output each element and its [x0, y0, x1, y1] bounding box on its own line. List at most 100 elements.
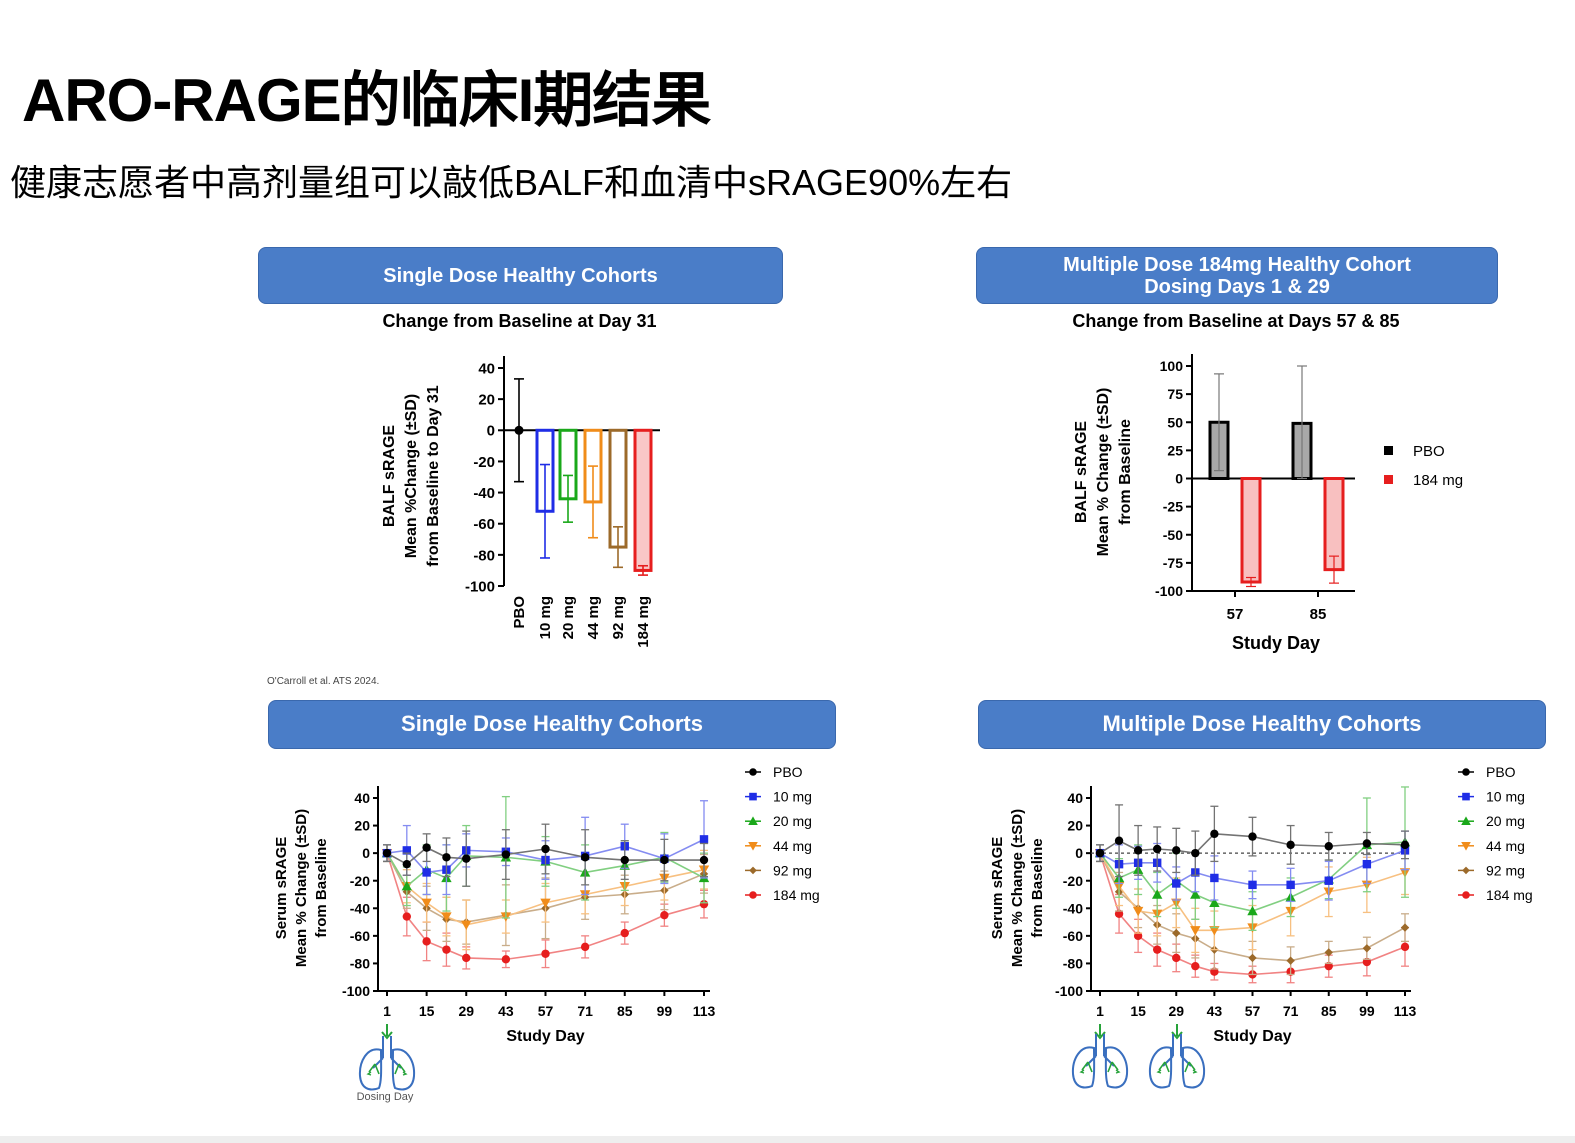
- x-tick-label: 1: [1096, 1003, 1104, 1019]
- data-point: [540, 898, 551, 908]
- data-point: [1152, 844, 1162, 854]
- series-line: [1099, 852, 1406, 962]
- y-axis-label: from Baseline to Day 31: [425, 385, 442, 567]
- data-point: [1362, 859, 1372, 869]
- chart-serum-single-dose: 40 20 0 -20 -40 -60 -80 -100 1 15 29 43 57 71 85 99 113 S…: [273, 764, 820, 1045]
- data-point: [1210, 829, 1219, 839]
- data-point: [1133, 931, 1143, 941]
- data-point: [1324, 961, 1333, 971]
- legend-label: 44 mg: [1486, 838, 1525, 854]
- data-point: [1248, 953, 1257, 963]
- data-point: [402, 912, 412, 921]
- lung-icon: [358, 1035, 416, 1091]
- chart-balf-multiple-dose: 100 75 50 25 0 -25 -50 -75 -100 BALF sRAGE Mean % …: [1073, 354, 1463, 653]
- x-tick-label: 99: [1359, 1003, 1375, 1019]
- data-point: [1172, 879, 1181, 888]
- data-point: [462, 854, 471, 863]
- x-axis-label: Study Day: [1232, 633, 1320, 653]
- data-point: [441, 912, 452, 922]
- y-tick-label: 20: [478, 392, 495, 409]
- y-tick-label: 0: [1175, 471, 1183, 487]
- x-axis-label: Study Day: [506, 1028, 584, 1045]
- data-point: [1210, 873, 1219, 883]
- y-tick-label: -100: [1155, 583, 1183, 599]
- legend-label: 10 mg: [1486, 789, 1525, 805]
- data-point: [1191, 848, 1200, 858]
- data-point: [1172, 846, 1181, 855]
- x-tick-label: 113: [1394, 1003, 1417, 1019]
- y-axis-label: Serum sRAGE: [273, 837, 290, 940]
- legend-label: PBO: [773, 764, 803, 780]
- legend-label: 184 mg: [1486, 887, 1533, 903]
- legend-label: 10 mg: [773, 789, 812, 805]
- data-point: [749, 866, 757, 875]
- x-axis-label: Study Day: [1213, 1028, 1291, 1045]
- y-axis-label: from Baseline: [313, 838, 330, 937]
- legend-label: 20 mg: [773, 813, 812, 829]
- data-point: [422, 937, 431, 946]
- data-point: [1362, 944, 1372, 953]
- x-tick-label: 92 mg: [610, 596, 627, 639]
- lung-icon: [1071, 1033, 1129, 1089]
- panel-subtitle-day57-85: Change from Baseline at Days 57 & 85: [1072, 311, 1400, 331]
- y-tick-label: 20: [1067, 818, 1083, 834]
- x-tick-label: 57: [1245, 1003, 1261, 1019]
- y-tick-label: 75: [1167, 386, 1183, 402]
- y-tick-label: -40: [350, 900, 370, 916]
- data-point: [1152, 945, 1162, 954]
- data-point: [1462, 891, 1470, 899]
- x-tick-label: 15: [419, 1003, 435, 1019]
- x-tick-label: 44 mg: [585, 596, 602, 639]
- x-tick-label: 29: [1168, 1003, 1184, 1019]
- data-point: [1114, 909, 1124, 918]
- citation: O'Carroll et al. ATS 2024.: [267, 676, 380, 687]
- banner-single-dose-balf: Single Dose Healthy Cohorts: [258, 247, 783, 304]
- data-point: [382, 848, 392, 858]
- x-tick-label: 71: [577, 1003, 593, 1019]
- dosing-day-arrow-icon: [381, 1024, 393, 1040]
- data-point: [1324, 876, 1333, 885]
- y-tick-label: -100: [342, 983, 370, 999]
- banner-line: Single Dose Healthy Cohorts: [383, 264, 658, 287]
- legend-label: 184 mg: [773, 887, 820, 903]
- y-tick-label: 0: [487, 423, 495, 440]
- data-point: [421, 898, 432, 908]
- data-point: [620, 855, 629, 865]
- x-tick-label: 113: [693, 1003, 716, 1019]
- banner-line-2: Dosing Days 1 & 29: [1144, 275, 1330, 298]
- legend-label: 92 mg: [1486, 862, 1525, 878]
- x-tick-label: 1: [383, 1003, 391, 1019]
- y-tick-label: 25: [1167, 442, 1183, 458]
- legend-label: 92 mg: [773, 862, 812, 878]
- data-point: [514, 425, 524, 435]
- data-point: [461, 920, 472, 931]
- y-tick-label: -20: [473, 454, 495, 471]
- y-axis-label: from Baseline: [1117, 419, 1134, 525]
- data-point: [1400, 840, 1410, 850]
- banner-multiple-dose-balf: Multiple Dose 184mg Healthy Cohort Dosin…: [976, 247, 1498, 304]
- legend-label: 44 mg: [773, 838, 812, 854]
- data-point: [749, 891, 757, 899]
- x-tick-label: 85: [1310, 606, 1327, 623]
- data-point: [1151, 889, 1163, 899]
- data-point: [1209, 897, 1220, 907]
- data-point: [1248, 880, 1257, 890]
- x-tick-label: 57: [1227, 606, 1244, 623]
- data-point: [1462, 792, 1470, 801]
- y-tick-label: -60: [1063, 928, 1083, 944]
- y-tick-label: -75: [1163, 555, 1183, 571]
- page-title: ARO-RAGE的临床I期结果: [22, 67, 711, 134]
- data-point: [541, 844, 550, 854]
- data-point: [748, 816, 758, 825]
- x-tick-label: 85: [1321, 1003, 1337, 1019]
- x-tick-label: 10 mg: [537, 596, 554, 639]
- legend-label: 20 mg: [1486, 813, 1525, 829]
- chart-balf-single-dose: 40 20 0 -20 -40 -60 -80 -100 BALF sRAGE Mean %Cha…: [381, 356, 660, 648]
- y-tick-label: -20: [350, 873, 370, 889]
- banner-single-dose-serum: Single Dose Healthy Cohorts: [268, 700, 836, 749]
- y-tick-label: 0: [1075, 845, 1083, 861]
- data-point: [660, 855, 669, 865]
- y-tick-label: -40: [1063, 900, 1083, 916]
- data-point: [1362, 957, 1372, 967]
